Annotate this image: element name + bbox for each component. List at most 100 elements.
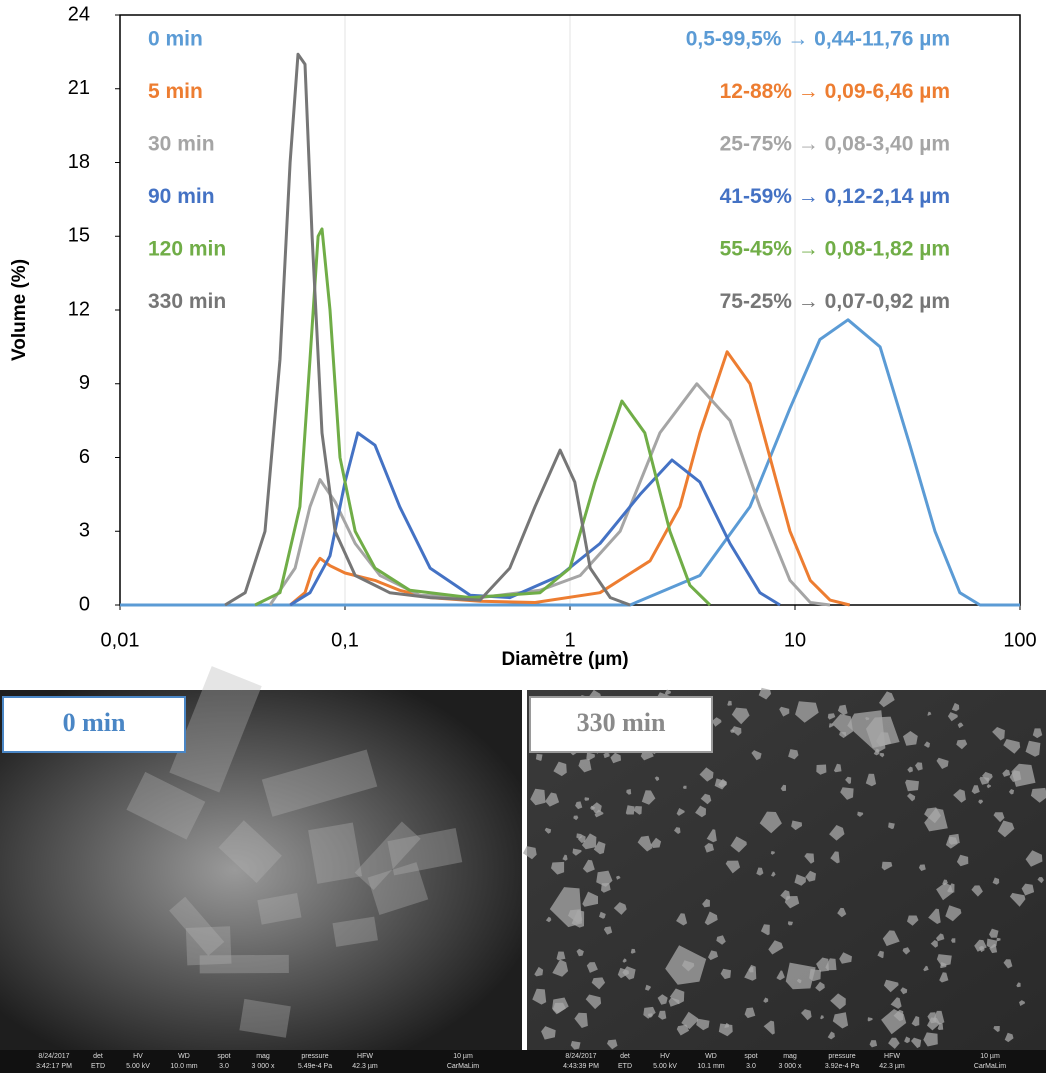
particle xyxy=(658,1010,667,1020)
legend-label: 330 min xyxy=(148,290,226,313)
footer-label: det xyxy=(93,1053,103,1060)
particle xyxy=(544,827,552,834)
particle xyxy=(785,962,816,990)
particle xyxy=(730,729,735,733)
crystal xyxy=(332,916,378,947)
particle xyxy=(839,952,852,964)
particle xyxy=(942,879,948,886)
particle xyxy=(556,951,566,961)
particle xyxy=(947,883,955,893)
particle xyxy=(574,1012,588,1028)
footer-label: 10 µm xyxy=(453,1053,473,1060)
particle xyxy=(596,870,613,887)
particle xyxy=(903,731,918,746)
particle xyxy=(584,797,590,801)
particle xyxy=(582,891,598,907)
footer-label: HFW xyxy=(884,1053,900,1060)
particle xyxy=(725,860,741,874)
particle xyxy=(927,711,932,716)
particle xyxy=(787,921,793,926)
particle xyxy=(951,938,956,943)
footer-label: HV xyxy=(660,1053,670,1060)
particle xyxy=(700,793,712,805)
crystal xyxy=(199,954,289,974)
particle xyxy=(829,825,845,841)
particle xyxy=(957,722,964,729)
particle xyxy=(699,767,714,782)
x-tick-label: 10 xyxy=(784,629,806,651)
y-tick-label: 18 xyxy=(68,151,90,173)
particle xyxy=(1019,1000,1026,1006)
particle xyxy=(562,854,568,861)
y-tick-label: 6 xyxy=(79,446,90,468)
particle xyxy=(630,948,636,954)
crystal xyxy=(169,666,262,793)
particle xyxy=(601,883,611,893)
particle xyxy=(730,836,747,853)
particle xyxy=(532,988,547,1005)
particle xyxy=(716,935,726,945)
particle xyxy=(879,752,885,758)
particle xyxy=(847,710,886,753)
particle xyxy=(720,968,731,980)
particle xyxy=(1009,892,1026,907)
particle xyxy=(794,874,806,886)
particle xyxy=(904,1036,910,1044)
particle xyxy=(816,957,829,972)
particle xyxy=(759,811,782,834)
crystal xyxy=(387,827,463,876)
particle xyxy=(881,1009,907,1035)
particle xyxy=(676,913,688,926)
particle xyxy=(936,757,949,769)
particle xyxy=(877,950,884,959)
image-label: 330 min xyxy=(577,708,666,737)
particle xyxy=(594,809,604,818)
particle xyxy=(751,750,762,761)
footer-value: 3 000 x xyxy=(252,1063,275,1070)
particle xyxy=(1002,769,1011,777)
particle xyxy=(616,875,621,880)
series-line xyxy=(224,52,631,607)
range-annotation: 25-75% → 0,08-3,40 µm xyxy=(720,133,950,156)
particle xyxy=(645,984,651,991)
crystal xyxy=(218,820,282,883)
y-tick-label: 9 xyxy=(79,372,90,394)
particle xyxy=(613,902,627,915)
particle xyxy=(578,834,586,843)
particle xyxy=(779,706,790,717)
particle xyxy=(815,981,825,992)
particle xyxy=(1008,789,1015,795)
range-annotation: 0,5-99,5% → 0,44-11,76 µm xyxy=(686,28,950,51)
legend-label: 5 min xyxy=(148,80,203,103)
range-annotation: 55-45% → 0,08-1,82 µm xyxy=(720,238,950,261)
particle xyxy=(603,926,613,935)
particle xyxy=(576,833,582,839)
crystal xyxy=(126,771,206,840)
particle xyxy=(827,713,836,720)
x-tick-label: 100 xyxy=(1003,629,1036,651)
particle xyxy=(982,771,993,783)
particle xyxy=(744,1007,756,1019)
plot: 0,01 0,1 1 10 100 0 3 6 9 12 15 18 21 24 0 min 0,5-99,5… xyxy=(68,3,1037,651)
particle xyxy=(805,870,816,882)
image-footer xyxy=(0,1050,1046,1073)
footer-label: HV xyxy=(133,1053,143,1060)
footer-value: 3.0 xyxy=(746,1063,756,1070)
image-label-box xyxy=(529,696,713,753)
particle xyxy=(780,784,786,792)
particle xyxy=(971,885,983,897)
particle xyxy=(837,704,848,716)
particle xyxy=(1003,959,1013,969)
particle xyxy=(578,758,592,773)
crystal xyxy=(308,822,363,884)
particle xyxy=(936,933,945,942)
particle xyxy=(552,1002,566,1015)
y-tick-label: 3 xyxy=(79,520,90,542)
crystal xyxy=(239,998,291,1038)
particle xyxy=(945,905,962,922)
particle xyxy=(696,1018,710,1031)
footer-value: 5.00 kV xyxy=(653,1063,677,1070)
particle xyxy=(993,1026,1000,1032)
particle xyxy=(637,835,653,852)
particle xyxy=(1025,740,1041,757)
